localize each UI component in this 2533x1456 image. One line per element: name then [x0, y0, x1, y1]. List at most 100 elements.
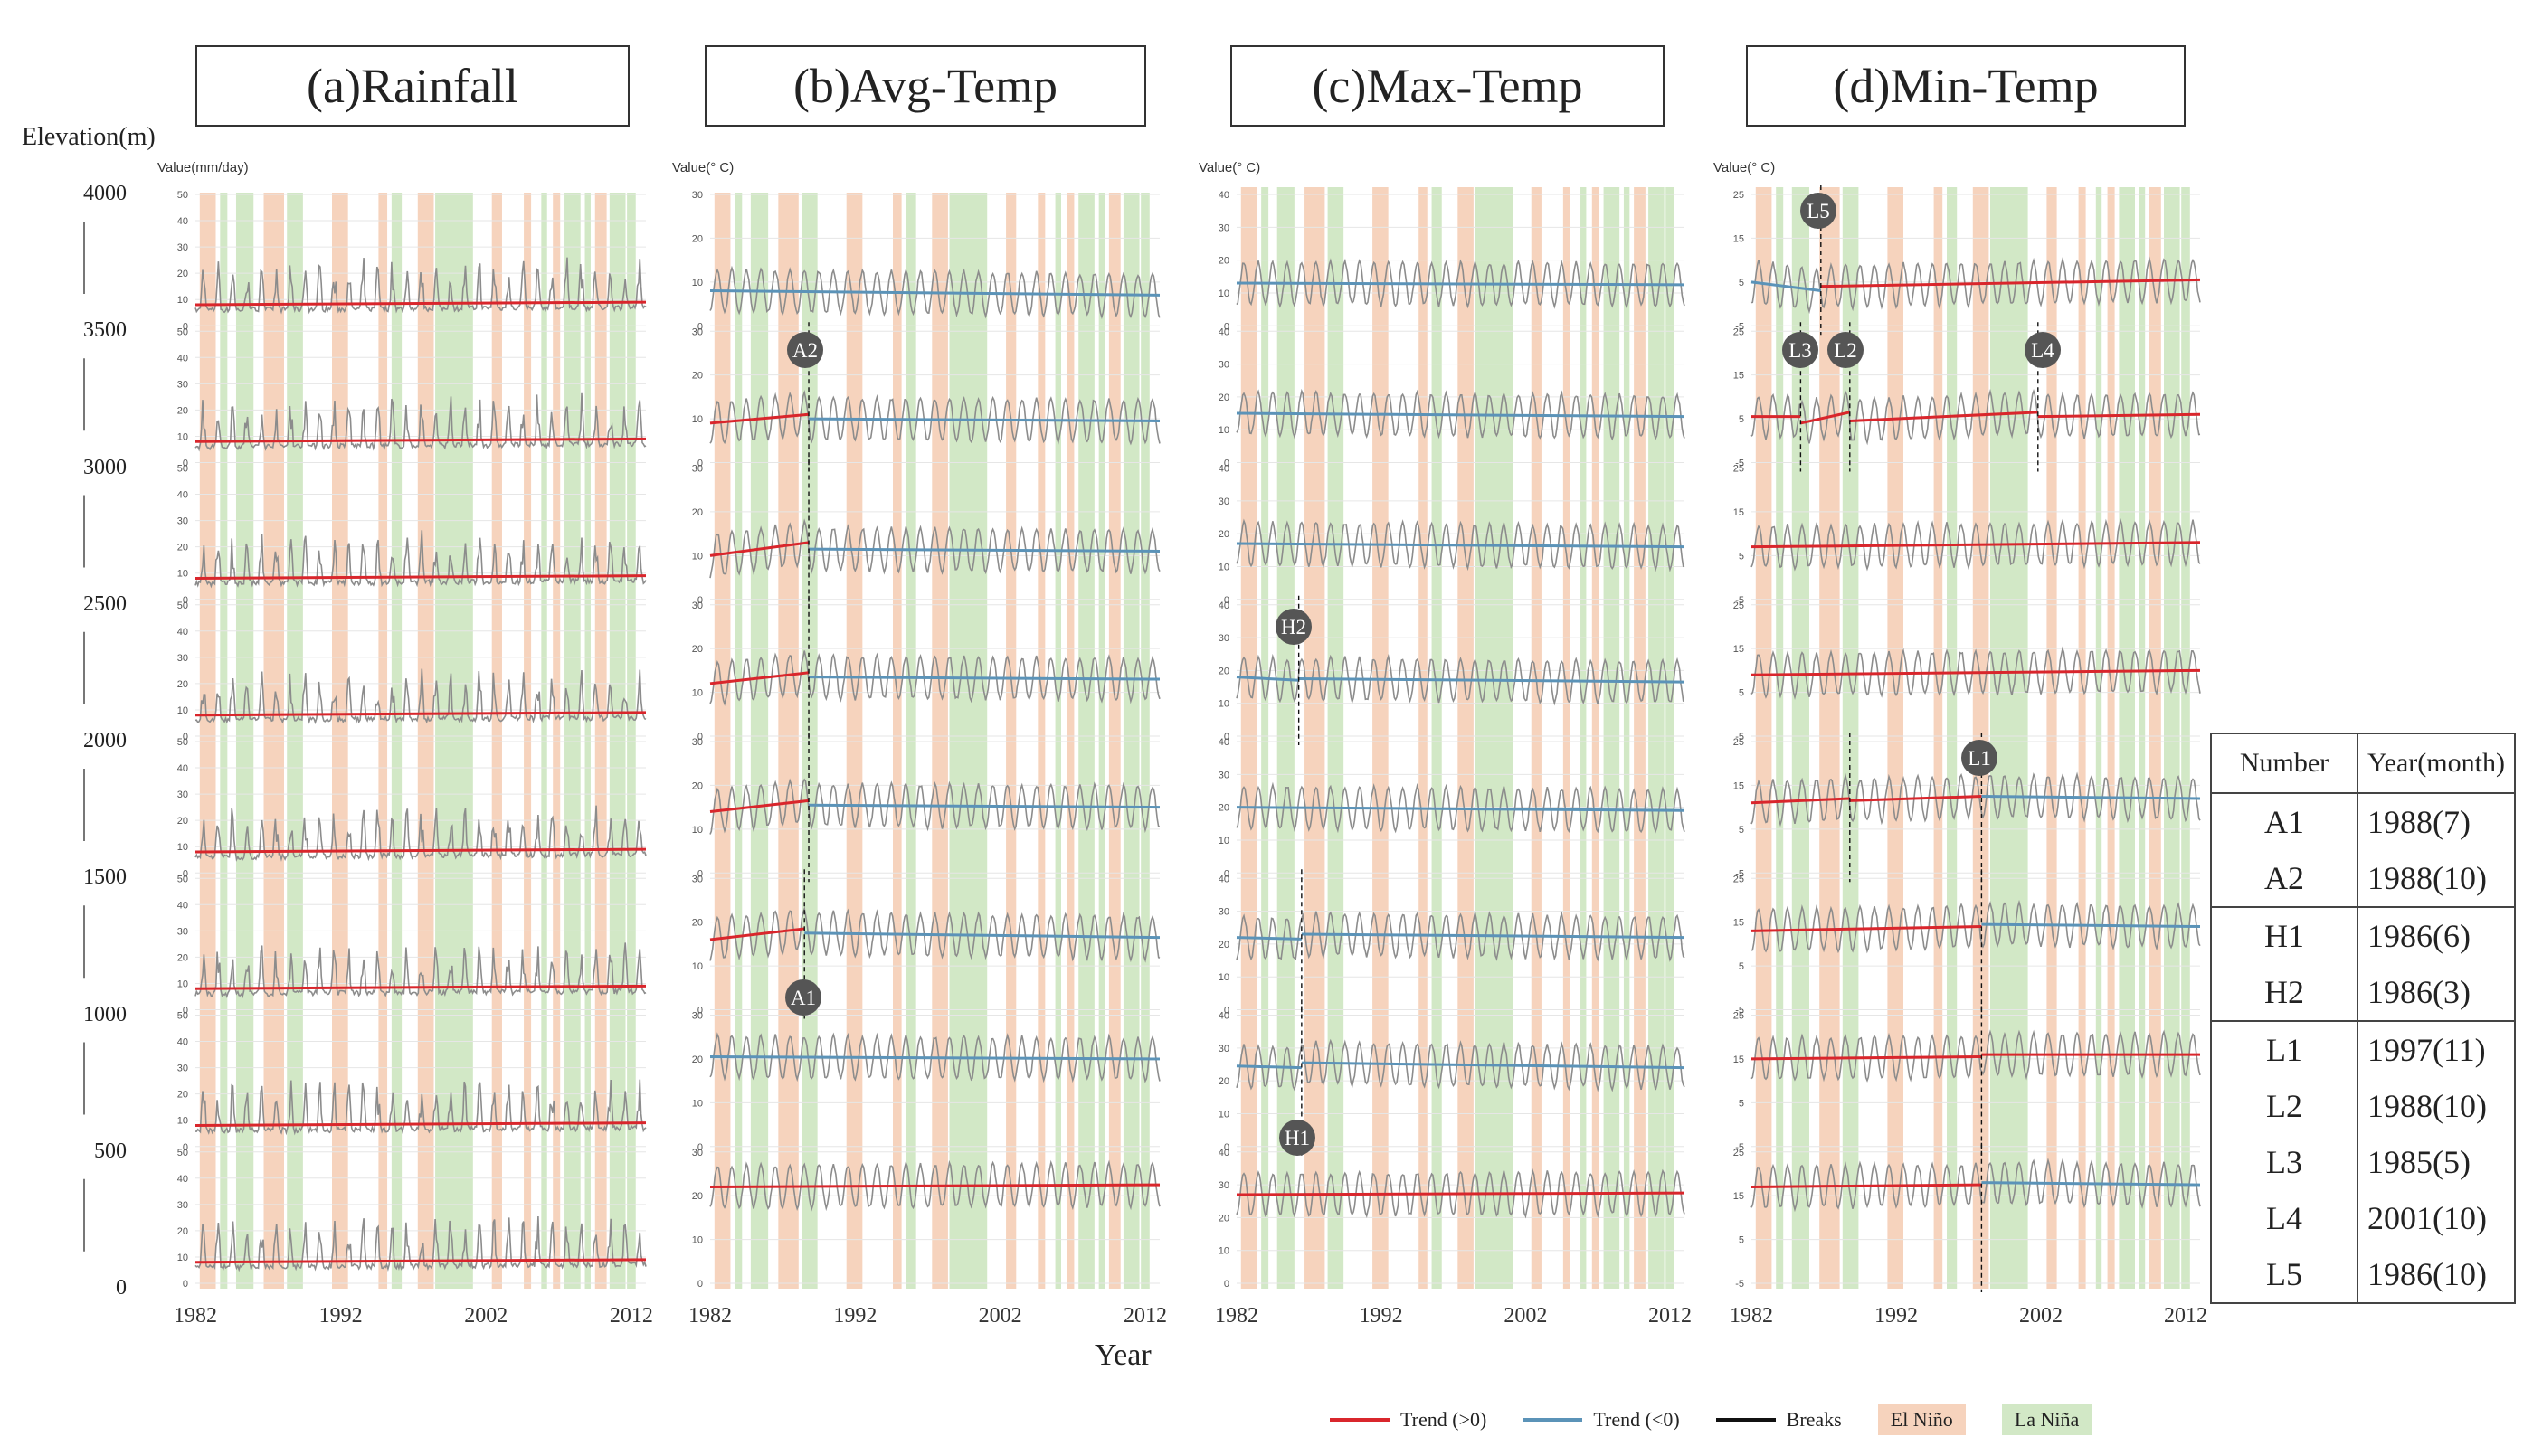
x-tick-label: 1992: [833, 1304, 877, 1328]
series-line: [709, 390, 1161, 446]
sub-panel-1500: 50 40 30 20 10 0: [177, 874, 647, 1016]
y-tick-label: 5: [1739, 688, 1744, 699]
el-nino-band: [378, 193, 388, 1289]
table-row: L3 1985(5): [2210, 1134, 2516, 1190]
trend-line: [709, 927, 805, 941]
elevation-tick-label: 2000: [83, 729, 127, 752]
y-tick-label: 20: [1219, 940, 1229, 950]
la-nina-band: [1261, 187, 1269, 1289]
trend-line: [709, 799, 810, 813]
y-tick-label: 5: [1739, 551, 1744, 562]
y-tick-label: 40: [1219, 737, 1229, 748]
trend-line: [709, 1183, 1161, 1188]
y-tick-label: 40: [1219, 1148, 1229, 1158]
trend-line: [194, 574, 647, 581]
panel-title-avg-temp: (b)Avg-Temp: [705, 45, 1146, 127]
y-tick-label: 30: [1219, 1180, 1229, 1191]
legend-label: La Niña: [2001, 1404, 2092, 1435]
y-tick-label: 20: [177, 679, 188, 690]
y-tick-label: -5: [1735, 1142, 1744, 1153]
table-row: L1 1997(11): [2210, 1021, 2516, 1078]
x-tick-label: 2002: [464, 1304, 508, 1328]
series-line: [195, 1079, 647, 1136]
legend-item-trend-neg: Trend (<0): [1523, 1408, 1680, 1432]
y-tick-label: 40: [1219, 600, 1229, 611]
break-marker-circle: [1800, 193, 1836, 229]
x-tick-label: 2012: [2164, 1304, 2207, 1328]
el-nino-band: [553, 193, 561, 1289]
legend-label: Trend (<0): [1593, 1408, 1680, 1431]
trend-line: [194, 711, 647, 717]
sub-panel-4000: 40 30 20 10 0: [1219, 190, 1685, 332]
la-nina-band: [1776, 187, 1784, 1289]
trend-line: [804, 931, 1161, 940]
trend-line: [709, 1054, 1161, 1061]
series-line: [194, 530, 647, 589]
y-tick-label: 0: [183, 868, 188, 879]
trend-line: [1800, 411, 1851, 425]
sub-panel-1500: 25 15 5 -5: [1733, 869, 2201, 1019]
break-marker-circle: [2025, 332, 2061, 368]
y-tick-label: 0: [1224, 321, 1229, 332]
x-tick-label: 1982: [1215, 1304, 1258, 1328]
la-nina-band: [2181, 187, 2190, 1289]
y-tick-label: 40: [1219, 190, 1229, 201]
series-line: [194, 668, 647, 725]
y-tick-label: 30: [692, 464, 703, 475]
y-tick-label: 15: [1733, 644, 1744, 655]
trend-line: [2037, 412, 2201, 419]
el-nino-band: [893, 193, 902, 1289]
trend-line: [1236, 1064, 1302, 1070]
el-nino-band: [2107, 187, 2115, 1289]
table-cell-number: L1: [2210, 1021, 2358, 1078]
el-nino-band: [1006, 193, 1017, 1289]
table-row: A1 1988(7): [2210, 793, 2516, 850]
series-line: [1750, 646, 2201, 701]
trend-line: [1236, 936, 1302, 941]
elevation-tick-label: 3500: [83, 318, 127, 343]
y-tick-label: 0: [1224, 595, 1229, 606]
break-marker-a2: A2: [787, 332, 823, 368]
break-marker-label: L5: [1807, 200, 1830, 222]
y-tick-label: 15: [1733, 1191, 1744, 1202]
x-tick-label: 2012: [610, 1304, 653, 1328]
la-nina-band: [1475, 187, 1513, 1289]
y-tick-label: 0: [1224, 732, 1229, 742]
trend-line: [1750, 1183, 1982, 1188]
y-axis-label: Value(° C): [1713, 160, 1775, 175]
y-tick-label: -5: [1735, 321, 1744, 332]
sub-panel-500: 40 30 20 10 0: [1219, 1148, 1685, 1290]
legend-label: Trend (>0): [1400, 1408, 1487, 1431]
y-tick-label: 20: [692, 371, 703, 382]
y-tick-label: 40: [177, 490, 188, 501]
x-axis-title: Year: [1095, 1338, 1152, 1372]
y-tick-label: 0: [183, 1142, 188, 1153]
series-line: [1236, 258, 1685, 309]
sub-panel-3000: 50 40 30 20 10 0: [177, 464, 647, 606]
la-nina-band: [541, 193, 547, 1289]
y-tick-label: 30: [692, 190, 703, 201]
y-tick-label: 10: [177, 705, 188, 716]
trend-line: [1750, 925, 1982, 932]
series-line: [709, 265, 1161, 320]
y-tick-label: 10: [177, 842, 188, 853]
y-tick-label: 10: [1219, 972, 1229, 983]
legend-swatch-trend-pos: [1330, 1418, 1390, 1422]
trend-line: [1236, 542, 1685, 549]
trend-line: [1750, 668, 2201, 676]
series-line: [1236, 1168, 1685, 1219]
y-tick-label: 10: [1219, 836, 1229, 846]
y-tick-label: -5: [1735, 1279, 1744, 1290]
y-tick-label: 20: [177, 543, 188, 553]
table-cell-number: H2: [2210, 964, 2358, 1022]
x-tick-label: 1982: [1730, 1304, 1773, 1328]
y-tick-label: 40: [177, 627, 188, 638]
break-marker-label: L4: [2031, 339, 2054, 362]
y-tick-label: 10: [692, 688, 703, 699]
sub-panel-3500: 25 15 5 -5: [1733, 322, 2201, 472]
y-tick-label: 0: [183, 1279, 188, 1290]
la-nina-band: [584, 193, 591, 1289]
table-cell-date: 1985(5): [2357, 1134, 2516, 1190]
la-nina-band: [1665, 187, 1674, 1289]
la-nina-band: [735, 193, 743, 1289]
